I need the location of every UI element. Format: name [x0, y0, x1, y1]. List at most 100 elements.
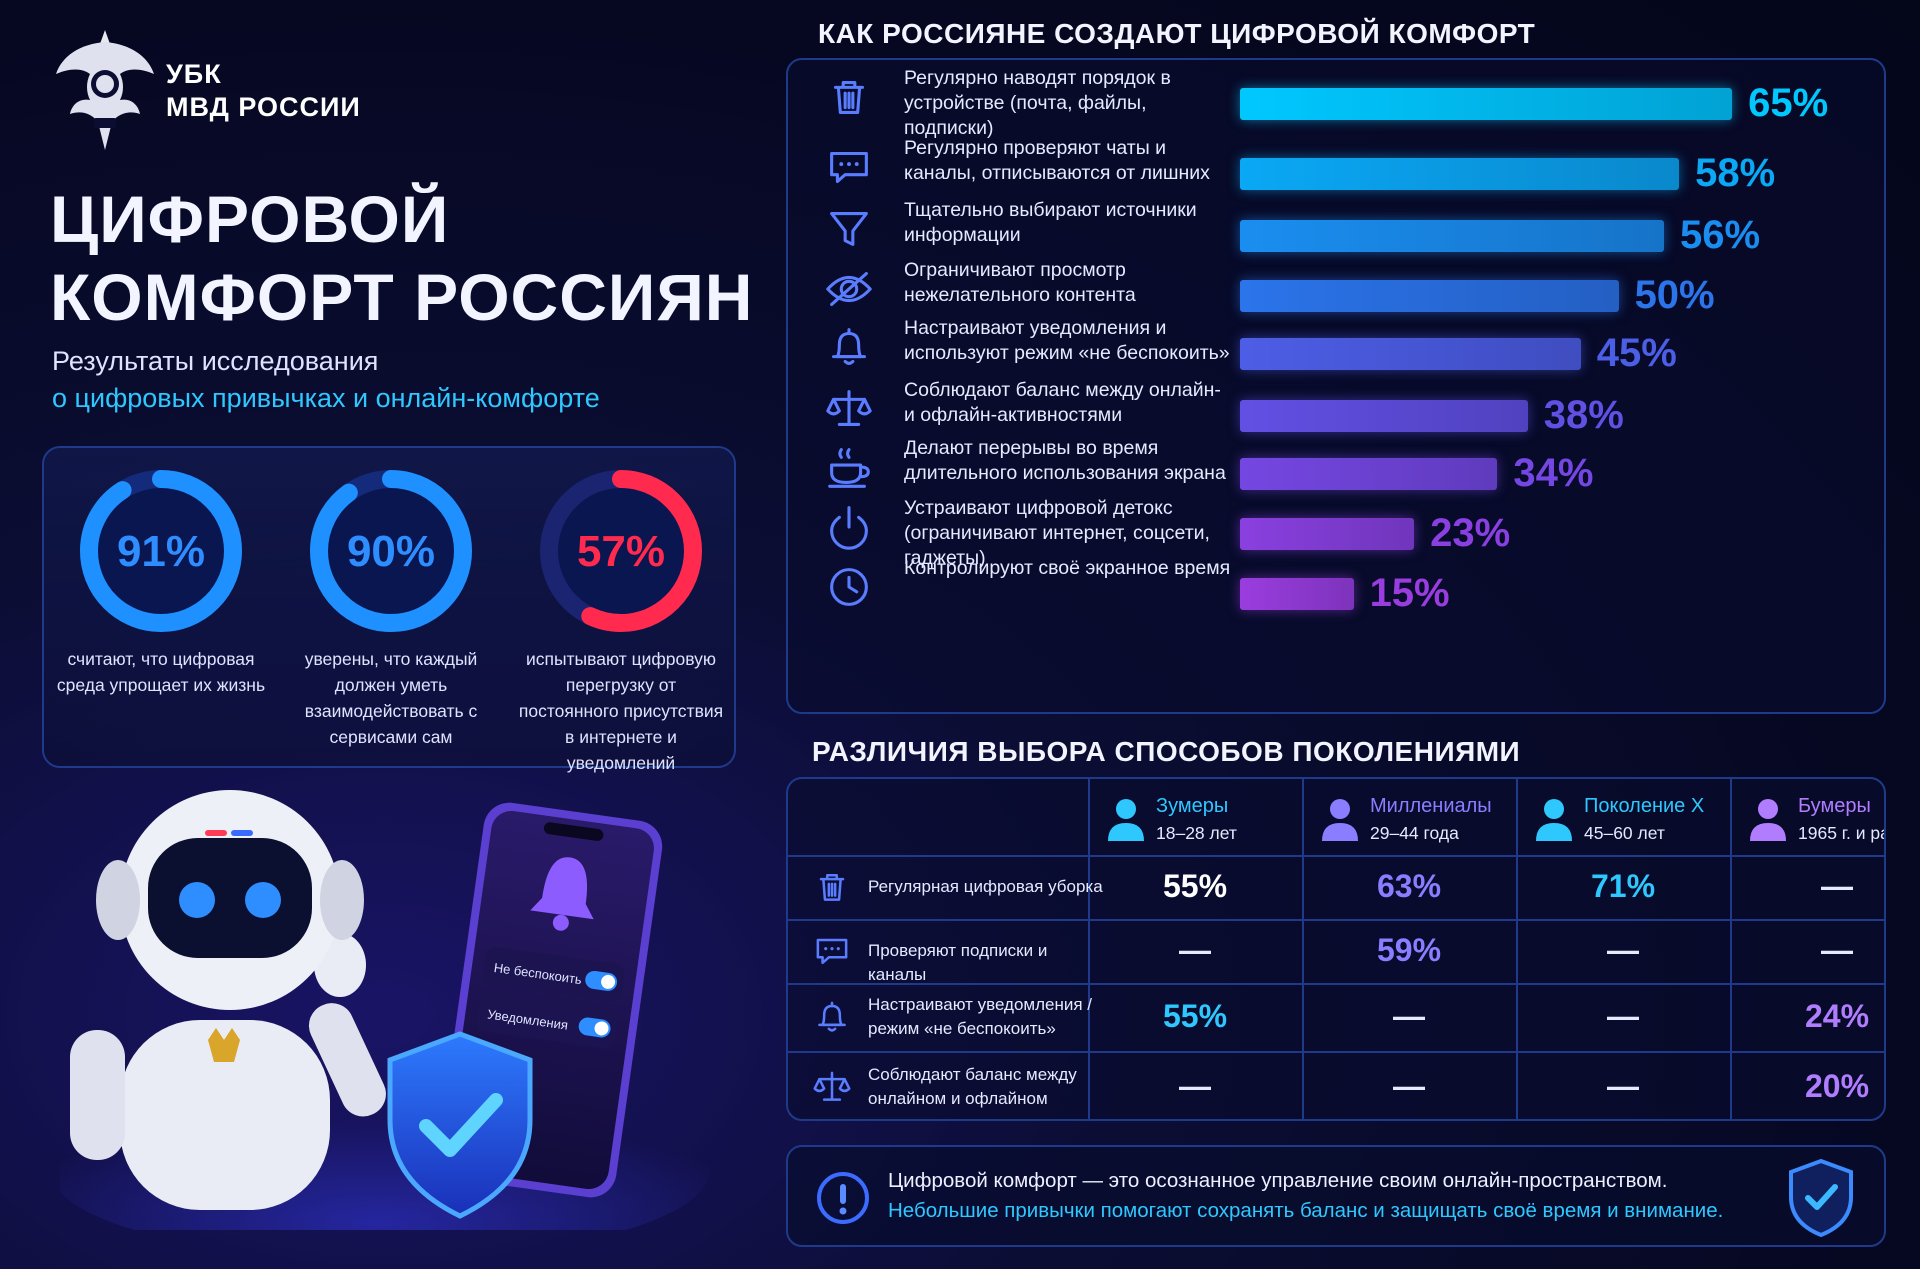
stat-card: 57% испытывают цифровую перегрузку от по… [508, 466, 734, 776]
note-line-1: Цифровой комфорт — это осознанное управл… [888, 1169, 1668, 1192]
bars-panel: Регулярно наводят порядок в устройстве (… [786, 58, 1886, 714]
bar-row: Ограничивают просмотр нежелательного кон… [788, 259, 1884, 330]
table-cell: — [1179, 1068, 1211, 1104]
bell-icon [822, 320, 876, 374]
bar-row: Тщательно выбирают источники информации 5… [788, 199, 1884, 270]
donut-91: 91% [80, 470, 242, 632]
bar-row: Контролируют своё экранное время 15% [788, 557, 1884, 628]
table-cell: — [1607, 998, 1639, 1034]
bar-value-label: 38% [1543, 393, 1624, 437]
chat-icon [810, 929, 854, 973]
person-icon [1536, 799, 1572, 841]
bar [1240, 338, 1581, 370]
power-icon [822, 500, 876, 554]
bar-value-label: 56% [1680, 213, 1761, 257]
donut-57: 57% [540, 470, 702, 632]
bar-label: Соблюдают баланс между онлайн- и офлайн-… [904, 379, 1221, 426]
bar [1240, 578, 1354, 610]
stat-value: 91% [117, 527, 205, 576]
table-cell: — [1179, 932, 1211, 968]
bar [1240, 158, 1680, 190]
chat-icon [822, 140, 876, 194]
table-cell: — [1393, 998, 1425, 1034]
table-grid [788, 779, 1884, 1119]
stat-text: испытывают цифровую перегрузку от постоя… [518, 649, 724, 773]
table-cell: 59% [1376, 932, 1442, 968]
table-cell: 24% [1804, 998, 1870, 1034]
table-cell: — [1821, 932, 1853, 968]
bar-label: Устраивают цифровой детокс (ограничивают… [904, 497, 1210, 569]
subtitle-line-2: о цифровых привычках и онлайн-комфорте [52, 383, 600, 413]
bar-label: Регулярно проверяют чаты и каналы, отпис… [904, 137, 1210, 184]
shield-check-icon [1789, 1158, 1853, 1238]
donut-arc [310, 470, 472, 632]
bar-label: Делают перерывы во время длительного исп… [904, 437, 1226, 484]
stat-text: уверены, что каждый должен уметь взаимод… [304, 649, 478, 747]
bar-value-label: 15% [1369, 571, 1450, 615]
bar-row: Соблюдают баланс между онлайн- и офлайн-… [788, 379, 1884, 450]
bar-row: Делают перерывы во время длительного исп… [788, 437, 1884, 508]
note-panel: Цифровой комфорт — это осознанное управл… [786, 1145, 1886, 1247]
note-line-2: Небольшие привычки помогают сохранять ба… [888, 1199, 1724, 1222]
generation-name: Поколение X [1584, 795, 1705, 817]
generation-age: 18–28 лет [1156, 823, 1237, 843]
table-cell: 71% [1590, 868, 1656, 904]
bar-label: Ограничивают просмотр нежелательного кон… [904, 259, 1136, 306]
trash-icon [822, 70, 876, 124]
bar [1240, 518, 1415, 550]
filter-icon [822, 202, 876, 256]
bar-row: Устраивают цифровой детокс (ограничивают… [788, 497, 1884, 569]
bar-row: Настраивают уведомления и используют реж… [788, 317, 1884, 388]
exclamation-icon [817, 1172, 869, 1224]
table-row-label: Настраивают уведомления / режим «не бесп… [868, 995, 1092, 1038]
generation-age: 45–60 лет [1584, 823, 1665, 843]
donut-arc [80, 470, 242, 632]
stats-panel: 91% считают, что цифровая среда упрощает… [42, 446, 736, 773]
stat-text: считают, что цифровая среда упрощает их … [56, 649, 266, 695]
robot-illustration: Не беспокоить Уведомления [60, 790, 710, 1230]
bar-value-label: 34% [1513, 451, 1594, 495]
donut-90: 90% [310, 470, 472, 632]
bell-icon [810, 995, 854, 1039]
generations-table: Зумеры 18–28 лет Миллениалы 29–44 года Покол… [786, 777, 1886, 1121]
stat-value: 57% [577, 527, 665, 576]
subtitle-line-1: Результаты исследования [52, 346, 379, 376]
stat-value: 90% [347, 527, 435, 576]
bar-row: Регулярно наводят порядок в устройстве (… [788, 67, 1884, 139]
stat-card: 91% считают, что цифровая среда упрощает… [48, 466, 274, 698]
table-row-label: Соблюдают баланс между онлайном и офлайн… [868, 1065, 1077, 1108]
donut-arc [540, 470, 702, 632]
org-line-1: УБК [166, 59, 222, 89]
table-cell: 55% [1162, 998, 1228, 1034]
scales-icon [810, 1065, 854, 1109]
table-cell: — [1821, 868, 1853, 904]
bar [1240, 458, 1498, 490]
org-line-2: МВД РОССИИ [166, 92, 361, 122]
person-icon [1108, 799, 1144, 841]
stat-card: 90% уверены, что каждый должен уметь вза… [278, 466, 504, 750]
org-name: УБК МВД РОССИИ [166, 58, 361, 124]
mvd-emblem-icon [56, 30, 154, 150]
generation-name: Зумеры [1156, 795, 1229, 817]
table-cell: 63% [1376, 868, 1442, 904]
table-cell: — [1607, 932, 1639, 968]
table-cell: — [1607, 1068, 1639, 1104]
bar [1240, 220, 1664, 252]
bar-value-label: 50% [1634, 273, 1715, 317]
person-icon [1322, 799, 1358, 841]
clock-icon [822, 560, 876, 614]
table-row-label: Регулярная цифровая уборка [868, 877, 1103, 896]
bar [1240, 88, 1733, 120]
table-cell: 20% [1804, 1068, 1870, 1104]
robot [70, 790, 386, 1210]
bar-label: Настраивают уведомления и используют реж… [904, 317, 1230, 364]
page-title: ЦИФРОВОЙ КОМФОРТ РОССИЯН [50, 182, 754, 334]
eye-icon [822, 262, 876, 316]
shield-check-icon [387, 1031, 533, 1219]
bars-section-title: КАК РОССИЯНЕ СОЗДАЮТ ЦИФРОВОЙ КОМФОРТ [818, 18, 1536, 49]
generation-age: 29–44 года [1370, 823, 1459, 843]
bar-label: Тщательно выбирают источники информации [904, 199, 1197, 246]
generations-section-title: РАЗЛИЧИЯ ВЫБОРА СПОСОБОВ ПОКОЛЕНИЯМИ [812, 736, 1521, 767]
bar [1240, 400, 1528, 432]
generation-name: Миллениалы [1370, 795, 1492, 817]
